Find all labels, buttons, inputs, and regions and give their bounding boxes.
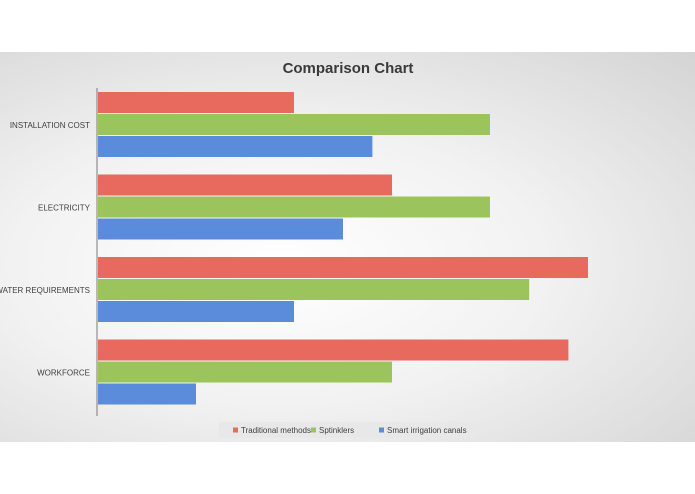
legend-items: Traditional methods Sptinklers Smart irrig… bbox=[233, 426, 467, 435]
legend-swatch bbox=[233, 427, 238, 433]
bars-group bbox=[98, 92, 588, 405]
bar-water-requirements-traditional-methods bbox=[98, 257, 588, 278]
category-label: WATER REQUIREMENTS bbox=[0, 286, 90, 295]
comparison-chart: Comparison Chart INSTALLATION COST ELECTR… bbox=[0, 60, 588, 438]
category-label: WORKFORCE bbox=[37, 369, 90, 378]
bar-installation-cost-traditional-methods bbox=[98, 92, 294, 113]
chart-title: Comparison Chart bbox=[283, 60, 414, 77]
bar-workforce-traditional-methods bbox=[98, 339, 569, 361]
legend bbox=[219, 422, 476, 438]
bar-workforce-sptinklers bbox=[98, 361, 392, 383]
bar-electricity-smart-irrigation-canals bbox=[98, 218, 343, 240]
bar-electricity-traditional-methods bbox=[98, 174, 392, 196]
bar-workforce-smart-irrigation-canals bbox=[98, 383, 196, 405]
legend-label: Traditional methods bbox=[241, 426, 311, 435]
bar-electricity-sptinklers bbox=[98, 196, 490, 218]
bar-installation-cost-smart-irrigation-canals bbox=[98, 136, 373, 157]
legend-label: Sptinklers bbox=[319, 426, 354, 435]
legend-label: Smart irrigation canals bbox=[387, 426, 467, 435]
category-labels: INSTALLATION COST ELECTRICITY WATER REQUIR… bbox=[0, 121, 91, 378]
category-label: INSTALLATION COST bbox=[10, 121, 90, 130]
bar-water-requirements-sptinklers bbox=[98, 279, 530, 300]
legend-swatch bbox=[379, 427, 384, 433]
bar-installation-cost-sptinklers bbox=[98, 114, 490, 135]
bar-water-requirements-smart-irrigation-canals bbox=[98, 301, 294, 322]
chart-area: Comparison Chart INSTALLATION COST ELECTR… bbox=[0, 52, 695, 442]
legend-swatch bbox=[311, 427, 316, 433]
category-label: ELECTRICITY bbox=[38, 204, 91, 213]
